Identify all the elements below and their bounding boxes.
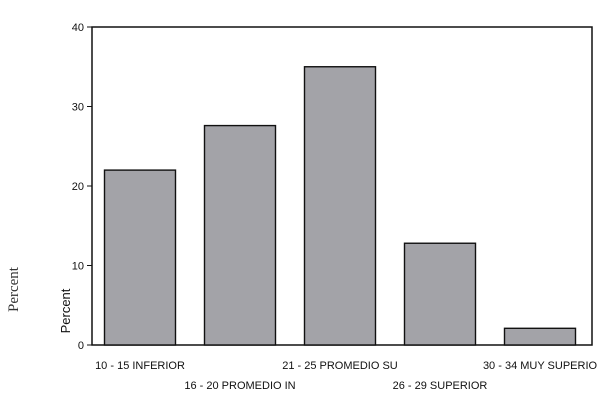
bar — [503, 327, 577, 346]
y-tick-label: 30 — [72, 102, 84, 114]
bar — [403, 242, 477, 346]
y-tick-label: 20 — [72, 181, 84, 193]
y-axis-label: Percent — [58, 288, 73, 333]
category-label: 26 - 29 SUPERIOR — [393, 380, 488, 392]
y-tick-label: 10 — [72, 261, 84, 273]
bar — [303, 66, 377, 346]
y-tick-label: 0 — [78, 340, 84, 352]
bar — [103, 169, 177, 346]
category-label: 30 - 34 MUY SUPERIO — [483, 360, 597, 372]
category-label: 10 - 15 INFERIOR — [95, 360, 185, 372]
category-label: 21 - 25 PROMEDIO SU — [282, 360, 398, 372]
bar — [203, 124, 277, 346]
category-label: 16 - 20 PROMEDIO IN — [184, 380, 295, 392]
y-tick-label: 40 — [72, 22, 84, 34]
